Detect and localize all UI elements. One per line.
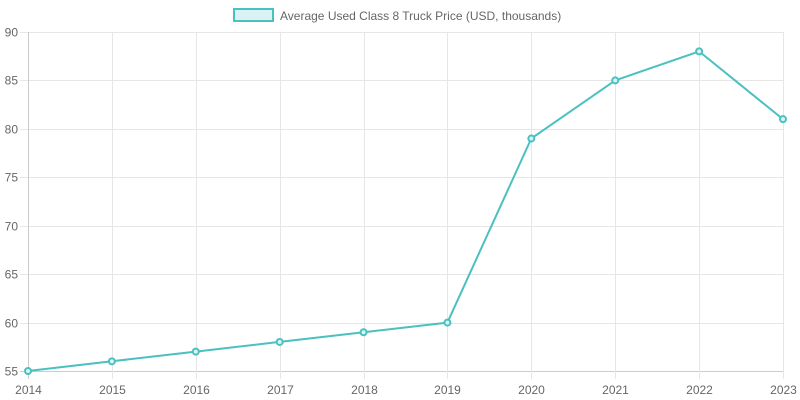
y-axis: 55 60 65 70 75 80 85 90 bbox=[5, 26, 19, 379]
y-tick-label: 90 bbox=[5, 26, 19, 40]
data-point[interactable] bbox=[779, 115, 787, 124]
x-axis: 2014 2015 2016 2017 2018 2019 2020 2021 2022 2023 bbox=[15, 383, 797, 397]
y-tick-label: 85 bbox=[5, 74, 19, 88]
x-tick-label: 2014 bbox=[15, 383, 42, 397]
data-point[interactable] bbox=[191, 347, 200, 356]
y-tick-label: 65 bbox=[5, 268, 19, 282]
x-tick-label: 2021 bbox=[602, 383, 629, 397]
data-point[interactable] bbox=[611, 76, 620, 85]
data-point[interactable] bbox=[24, 367, 32, 375]
data-series bbox=[24, 47, 787, 375]
legend-swatch-icon bbox=[233, 8, 274, 22]
x-tick-label: 2017 bbox=[267, 383, 294, 397]
x-tick-label: 2023 bbox=[770, 383, 797, 397]
y-tick-label: 60 bbox=[5, 317, 19, 331]
y-tick-label: 70 bbox=[5, 220, 19, 234]
y-tick-label: 55 bbox=[5, 365, 19, 379]
x-tick-label: 2020 bbox=[518, 383, 545, 397]
data-point[interactable] bbox=[275, 337, 284, 346]
y-tick-label: 80 bbox=[5, 123, 19, 137]
legend[interactable]: Average Used Class 8 Truck Price (USD, t… bbox=[233, 8, 561, 23]
data-point[interactable] bbox=[443, 318, 452, 327]
data-point[interactable] bbox=[107, 357, 116, 366]
x-tick-label: 2022 bbox=[686, 383, 713, 397]
x-tick-label: 2018 bbox=[351, 383, 378, 397]
x-tick-label: 2016 bbox=[183, 383, 210, 397]
x-tick-label: 2019 bbox=[434, 383, 461, 397]
data-point[interactable] bbox=[359, 328, 368, 337]
data-point[interactable] bbox=[527, 134, 536, 143]
series-line bbox=[27, 50, 784, 372]
legend-label: Average Used Class 8 Truck Price (USD, t… bbox=[280, 9, 561, 23]
data-point[interactable] bbox=[695, 47, 704, 56]
x-tick-label: 2015 bbox=[99, 383, 126, 397]
y-tick-label: 75 bbox=[5, 171, 19, 185]
